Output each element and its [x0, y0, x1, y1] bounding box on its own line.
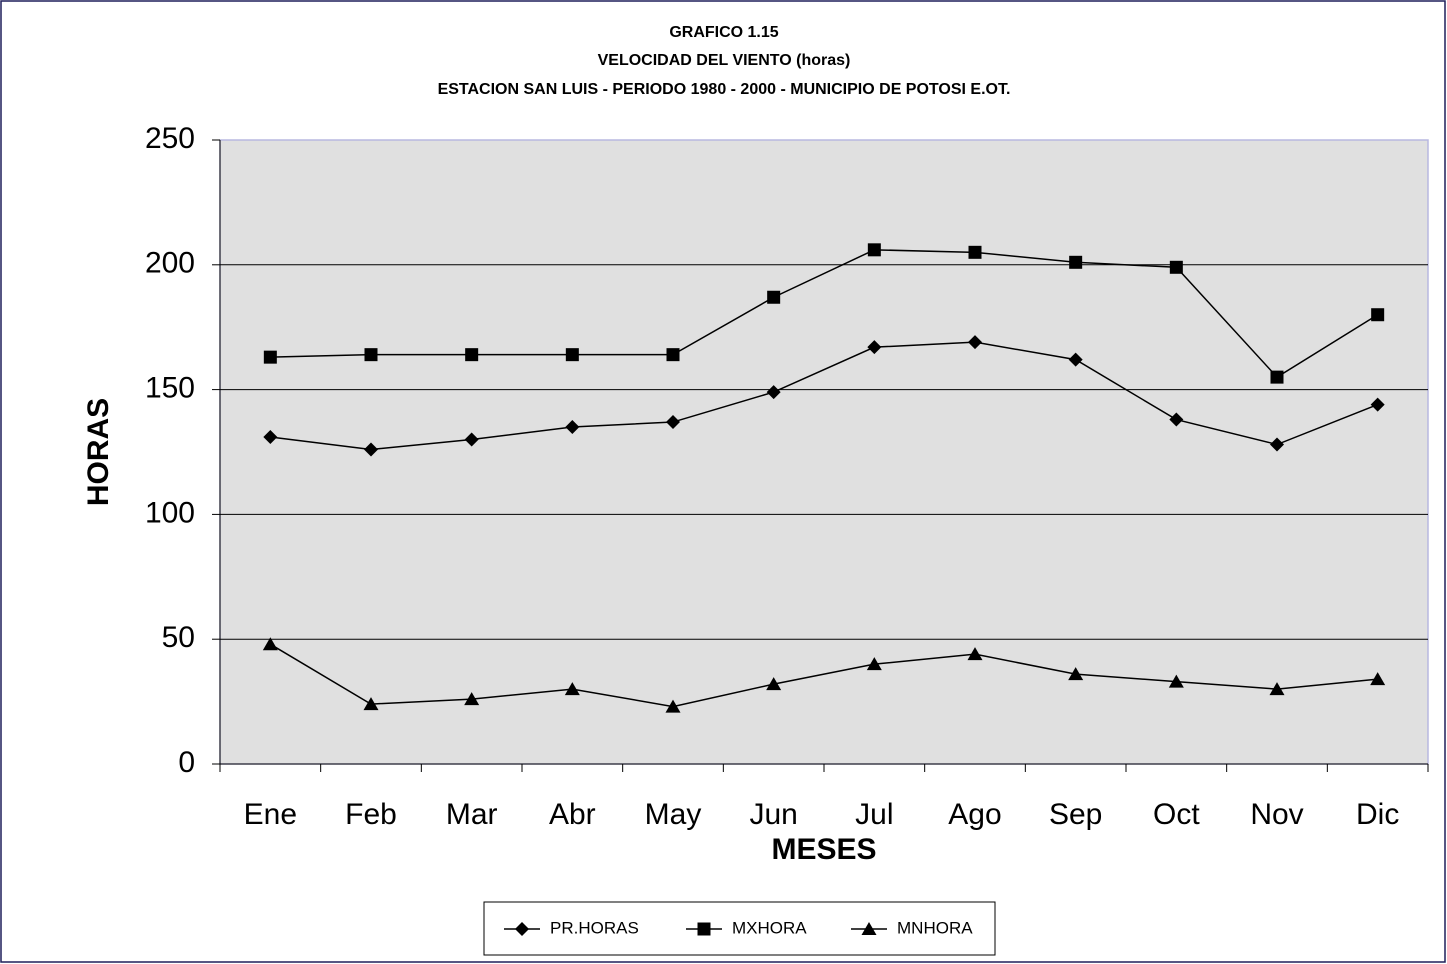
x-axis-title: MESES	[771, 833, 876, 866]
marker	[1069, 255, 1083, 269]
marker	[666, 348, 680, 362]
marker	[967, 647, 983, 661]
x-tick-label: Feb	[345, 798, 397, 831]
marker	[866, 657, 882, 671]
marker	[665, 699, 681, 713]
plot-area	[219, 139, 1429, 765]
x-tick-label: Sep	[1049, 798, 1102, 831]
marker	[968, 245, 982, 259]
y-tick-label: 200	[145, 247, 195, 280]
x-tick-label: May	[645, 798, 702, 831]
marker	[364, 348, 378, 362]
marker	[968, 335, 982, 350]
chart-title: GRAFICO 1.15	[669, 24, 778, 41]
y-tick-label: 100	[145, 496, 195, 529]
series-line	[270, 249, 1379, 379]
marker	[262, 637, 278, 651]
marker	[565, 348, 579, 362]
marker	[1269, 682, 1285, 696]
marker	[363, 697, 379, 711]
marker	[867, 243, 881, 257]
marker	[1370, 397, 1385, 412]
marker	[1270, 437, 1284, 452]
marker	[1169, 412, 1184, 427]
x-tick-label: Ago	[948, 798, 1001, 831]
marker	[364, 442, 378, 457]
marker	[464, 692, 480, 706]
x-tick-label: Mar	[446, 798, 498, 831]
legend-marker	[515, 922, 529, 936]
marker	[867, 340, 882, 355]
marker	[1068, 667, 1084, 681]
y-tick-label: 150	[145, 372, 195, 405]
marker	[1371, 308, 1385, 322]
x-tick-label: Jun	[749, 798, 797, 831]
legend-marker	[861, 922, 877, 935]
x-tick-label: Nov	[1250, 798, 1303, 831]
marker	[766, 677, 782, 691]
marker	[263, 350, 277, 364]
marker	[1168, 674, 1184, 688]
y-axis-title: HORAS	[82, 398, 115, 506]
x-tick-label: Ene	[244, 798, 297, 831]
marker	[564, 682, 580, 696]
x-tick-label: Dic	[1356, 798, 1399, 831]
x-tick-label: Oct	[1153, 798, 1200, 831]
marker	[1370, 672, 1386, 686]
chart-title: VELOCIDAD DEL VIENTO (horas)	[598, 52, 851, 69]
marker	[766, 385, 781, 400]
marker	[263, 430, 278, 445]
y-tick-label: 250	[145, 122, 195, 155]
legend-label: MNHORA	[897, 918, 973, 937]
legend-label: PR.HORAS	[550, 918, 639, 937]
x-tick-label: Abr	[549, 798, 596, 831]
chart-title: ESTACION SAN LUIS - PERIODO 1980 - 2000 …	[438, 81, 1011, 98]
legend-marker	[697, 922, 711, 936]
marker	[1169, 260, 1183, 274]
legend-label: MXHORA	[732, 918, 807, 937]
marker	[1068, 352, 1083, 367]
marker	[767, 290, 781, 304]
y-tick-label: 50	[162, 621, 195, 654]
legend	[483, 901, 996, 956]
marker	[666, 415, 680, 430]
x-tick-label: Jul	[855, 798, 893, 831]
marker	[565, 420, 580, 435]
series-line	[269, 643, 1378, 708]
y-tick-label: 0	[178, 746, 195, 779]
series-line	[270, 341, 1378, 451]
marker	[1270, 370, 1284, 384]
marker	[465, 348, 479, 362]
marker	[464, 432, 479, 447]
